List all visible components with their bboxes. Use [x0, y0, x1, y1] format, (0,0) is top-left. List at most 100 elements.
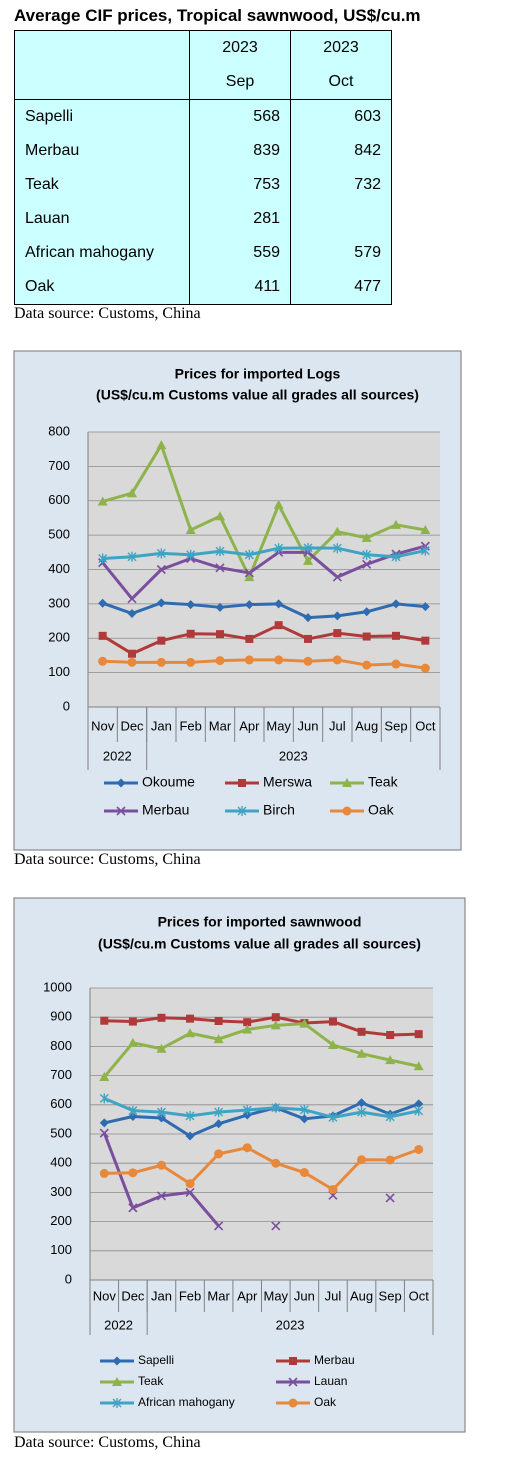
legend-label: Teak: [138, 1374, 164, 1388]
marker: [127, 609, 137, 618]
marker: [271, 1158, 281, 1168]
marker: [357, 1107, 367, 1118]
species-cell: Merbau: [14, 134, 190, 168]
legend-label: Lauan: [314, 1374, 347, 1388]
marker: [215, 602, 225, 612]
marker: [385, 1155, 395, 1165]
x-tick-label: Aug: [355, 718, 378, 733]
x-tick-label: Feb: [179, 718, 201, 733]
marker: [362, 632, 371, 641]
series-line: [101, 623, 426, 656]
header-cell: [14, 30, 190, 100]
marker: [332, 572, 342, 582]
marker: [362, 549, 372, 560]
marker: [327, 1039, 338, 1049]
y-tick-label: 500: [48, 527, 70, 542]
legend-label: African mahogany: [138, 1395, 235, 1409]
marker: [420, 545, 430, 556]
legend-marker: [288, 1398, 298, 1408]
header-year: 2023: [222, 39, 258, 56]
marker: [99, 1072, 110, 1082]
legend-label: Merbau: [314, 1353, 355, 1367]
x-tick-label: Mar: [207, 1288, 230, 1303]
price-cell: 839: [189, 134, 291, 168]
marker: [357, 1155, 367, 1165]
x-tick-label: Sep: [384, 718, 407, 733]
series-line: [103, 1022, 420, 1079]
legend-label: Merbau: [142, 802, 189, 818]
y-tick-label: 600: [48, 492, 70, 507]
x-tick-label: Sep: [379, 1288, 402, 1303]
legend-label: Teak: [368, 774, 399, 790]
x-tick-label: May: [264, 1288, 289, 1303]
header-row: 2023 Sep 2023 Oct: [14, 30, 392, 100]
price-cell: 477: [290, 270, 392, 305]
x-tick-label: Mar: [209, 718, 232, 733]
marker: [332, 543, 342, 554]
x-tick-label: Feb: [179, 1288, 201, 1303]
marker: [244, 549, 254, 560]
marker: [97, 496, 108, 506]
legend-marker: [116, 778, 126, 788]
marker: [215, 546, 225, 557]
y-tick-label: 1000: [43, 979, 72, 994]
marker: [214, 1107, 224, 1118]
legend-marker: [237, 806, 247, 816]
marker: [98, 656, 108, 666]
marker: [186, 629, 195, 638]
y-tick-label: 300: [48, 595, 70, 610]
y-tick-label: 100: [50, 1242, 72, 1257]
marker: [185, 524, 196, 534]
marker: [214, 1149, 224, 1159]
x-tick-label: Apr: [239, 718, 260, 733]
marker: [328, 1112, 338, 1123]
series-line: [102, 601, 426, 620]
marker: [244, 600, 254, 610]
marker: [216, 630, 224, 639]
marker: [391, 659, 401, 669]
marker: [156, 564, 166, 575]
series-line: [102, 658, 426, 670]
marker: [185, 1028, 196, 1038]
series-line: [103, 1097, 420, 1119]
marker: [333, 629, 342, 638]
x-tick-label: Dec: [121, 1288, 145, 1303]
marker: [385, 1111, 395, 1122]
header-cell: 2023 Sep: [189, 30, 291, 100]
x-tick-label: Jan: [151, 718, 172, 733]
marker: [303, 555, 313, 565]
marker: [156, 548, 166, 559]
marker: [99, 1118, 109, 1128]
marker: [156, 440, 167, 450]
price-cell: 753: [189, 168, 291, 202]
marker: [270, 1020, 281, 1030]
legend-marker: [342, 806, 352, 816]
y-tick-label: 100: [48, 664, 70, 679]
marker: [157, 1013, 166, 1022]
x-tick-label: Oct: [409, 1288, 430, 1303]
marker: [127, 1037, 138, 1047]
y-tick-label: 700: [48, 458, 70, 473]
legend-label: Okoume: [142, 774, 195, 790]
legend-marker: [112, 1377, 122, 1386]
price-cell: 732: [290, 168, 392, 202]
chart-subtitle: (US$/cu.m Customs value all grades all s…: [98, 936, 421, 952]
table-row: Merbau 839 842: [14, 134, 392, 168]
marker: [414, 1144, 424, 1154]
marker: [127, 657, 137, 667]
header-month: Oct: [328, 73, 354, 90]
price-table: 2023 Sep 2023 Oct Sapelli 568 603 Merbau 839 84…: [14, 30, 392, 305]
marker: [214, 1016, 223, 1025]
marker: [156, 1160, 166, 1170]
source-note: Data source: Customs, China: [14, 851, 201, 868]
marker: [213, 1034, 224, 1044]
chart-title: Prices for imported Logs: [175, 366, 341, 382]
table-body: Sapelli 568 603 Merbau 839 842 Teak 753 732 Lauan…: [14, 99, 392, 305]
x-tick-label: Aug: [350, 1288, 373, 1303]
marker: [303, 613, 313, 623]
marker: [214, 1221, 224, 1231]
marker: [215, 563, 225, 573]
marker: [303, 656, 313, 666]
marker: [128, 1111, 138, 1121]
